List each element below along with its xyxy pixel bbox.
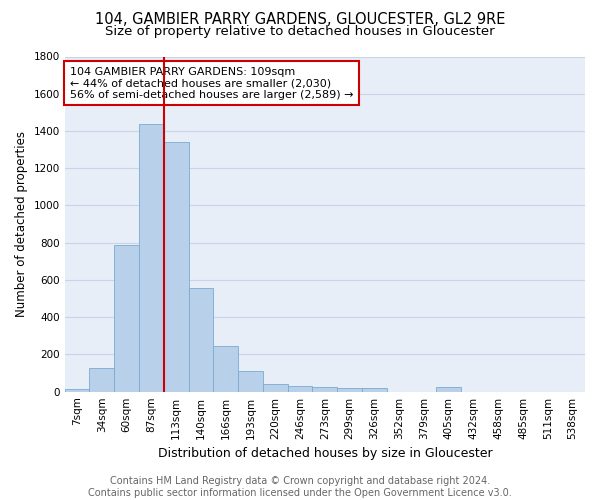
Bar bbox=[313, 387, 337, 392]
Bar bbox=[65, 389, 89, 392]
Bar bbox=[238, 371, 263, 392]
Bar bbox=[287, 386, 313, 392]
Bar bbox=[362, 388, 387, 392]
Bar bbox=[114, 244, 139, 392]
Text: Contains HM Land Registry data © Crown copyright and database right 2024.
Contai: Contains HM Land Registry data © Crown c… bbox=[88, 476, 512, 498]
Text: 104 GAMBIER PARRY GARDENS: 109sqm
← 44% of detached houses are smaller (2,030)
5: 104 GAMBIER PARRY GARDENS: 109sqm ← 44% … bbox=[70, 66, 353, 100]
Text: Size of property relative to detached houses in Gloucester: Size of property relative to detached ho… bbox=[105, 25, 495, 38]
Bar bbox=[89, 368, 114, 392]
Bar bbox=[139, 124, 164, 392]
Y-axis label: Number of detached properties: Number of detached properties bbox=[15, 131, 28, 317]
Bar bbox=[188, 288, 214, 392]
X-axis label: Distribution of detached houses by size in Gloucester: Distribution of detached houses by size … bbox=[158, 447, 492, 460]
Bar bbox=[337, 388, 362, 392]
Bar bbox=[436, 387, 461, 392]
Text: 104, GAMBIER PARRY GARDENS, GLOUCESTER, GL2 9RE: 104, GAMBIER PARRY GARDENS, GLOUCESTER, … bbox=[95, 12, 505, 28]
Bar bbox=[164, 142, 188, 392]
Bar bbox=[214, 346, 238, 392]
Bar bbox=[263, 384, 287, 392]
